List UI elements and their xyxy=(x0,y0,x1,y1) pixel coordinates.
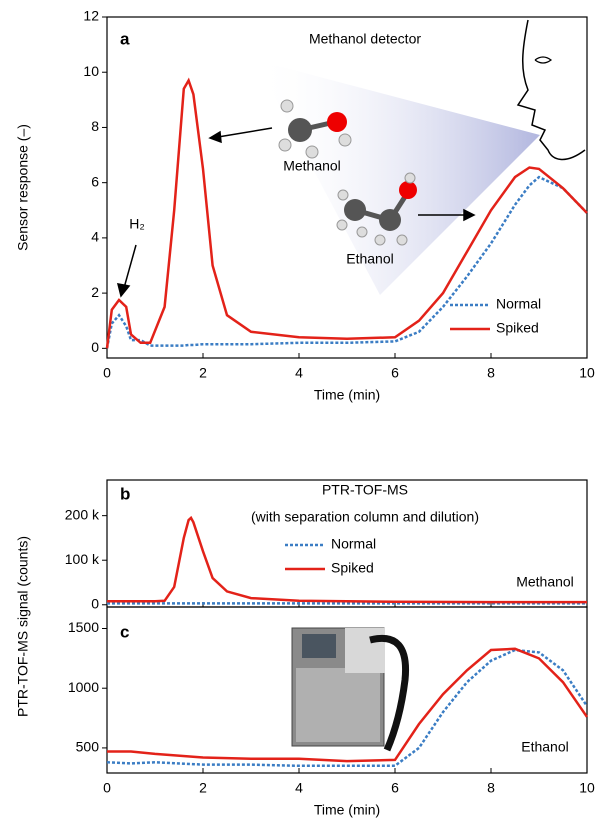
y-tick-label: 1000 xyxy=(68,679,99,695)
x-tick-label: 4 xyxy=(295,780,303,796)
legend-label: Normal xyxy=(496,296,541,312)
series-line xyxy=(105,175,588,349)
y-tick-label: 10 xyxy=(83,63,99,79)
series-line xyxy=(105,77,588,349)
x-tick-label: 10 xyxy=(579,780,595,796)
x-tick-label: 10 xyxy=(579,365,595,381)
annotation: Methanol xyxy=(516,574,574,590)
x-tick-label: 8 xyxy=(487,780,495,796)
eye xyxy=(534,56,553,64)
y-tick-label: 4 xyxy=(91,229,99,245)
x-tick-label: 4 xyxy=(295,365,303,381)
y-tick-label: 500 xyxy=(76,739,100,755)
ethanol-molecule xyxy=(336,172,417,246)
annotation: Ethanol xyxy=(346,251,393,267)
series-line xyxy=(106,648,589,768)
annotation: c xyxy=(120,622,129,641)
plot-frame xyxy=(106,606,588,774)
y-tick-label: 2 xyxy=(91,284,99,300)
x-tick-label: 6 xyxy=(391,365,399,381)
methanol-molecule xyxy=(278,99,352,159)
x-tick-label: 8 xyxy=(487,365,495,381)
annotation: Methanol detector xyxy=(309,31,421,47)
x-tick-label: 0 xyxy=(103,780,111,796)
arrows xyxy=(116,127,476,298)
annotation: b xyxy=(120,484,130,503)
y-axis-label: PTR-TOF-MS signal (counts) xyxy=(15,536,31,717)
legend-label: Normal xyxy=(331,536,376,552)
legend-label: Spiked xyxy=(496,320,539,336)
face xyxy=(516,19,586,161)
y-tick-label: 12 xyxy=(83,8,99,24)
y-axis-label: Sensor response (–) xyxy=(15,124,31,251)
plot-frame xyxy=(106,16,588,359)
annotation: Ethanol xyxy=(521,739,568,755)
series-line xyxy=(107,647,589,763)
y-tick-label: 0 xyxy=(91,595,99,611)
y-tick-label: 6 xyxy=(91,173,99,189)
x-axis-label: Time (min) xyxy=(314,802,380,818)
x-tick-label: 0 xyxy=(103,365,111,381)
annotation: Methanol xyxy=(283,158,341,174)
y-tick-label: 8 xyxy=(91,118,99,134)
annotation: PTR-TOF-MS xyxy=(322,482,408,498)
x-tick-label: 2 xyxy=(199,780,207,796)
y-tick-label: 1500 xyxy=(68,619,99,635)
y-tick-label: 0 xyxy=(91,339,99,355)
annotation: H₂ xyxy=(129,216,145,232)
annotation: (with separation column and dilution) xyxy=(251,509,479,525)
x-axis-label: Time (min) xyxy=(314,387,380,403)
x-tick-label: 6 xyxy=(391,780,399,796)
y-tick-label: 200 k xyxy=(65,506,100,522)
annotation: a xyxy=(120,29,130,48)
instrument-photo xyxy=(291,627,410,752)
breath-cone xyxy=(255,60,540,295)
x-tick-label: 2 xyxy=(199,365,207,381)
legend-label: Spiked xyxy=(331,560,374,576)
series-line xyxy=(107,515,587,604)
y-tick-label: 100 k xyxy=(65,551,100,567)
